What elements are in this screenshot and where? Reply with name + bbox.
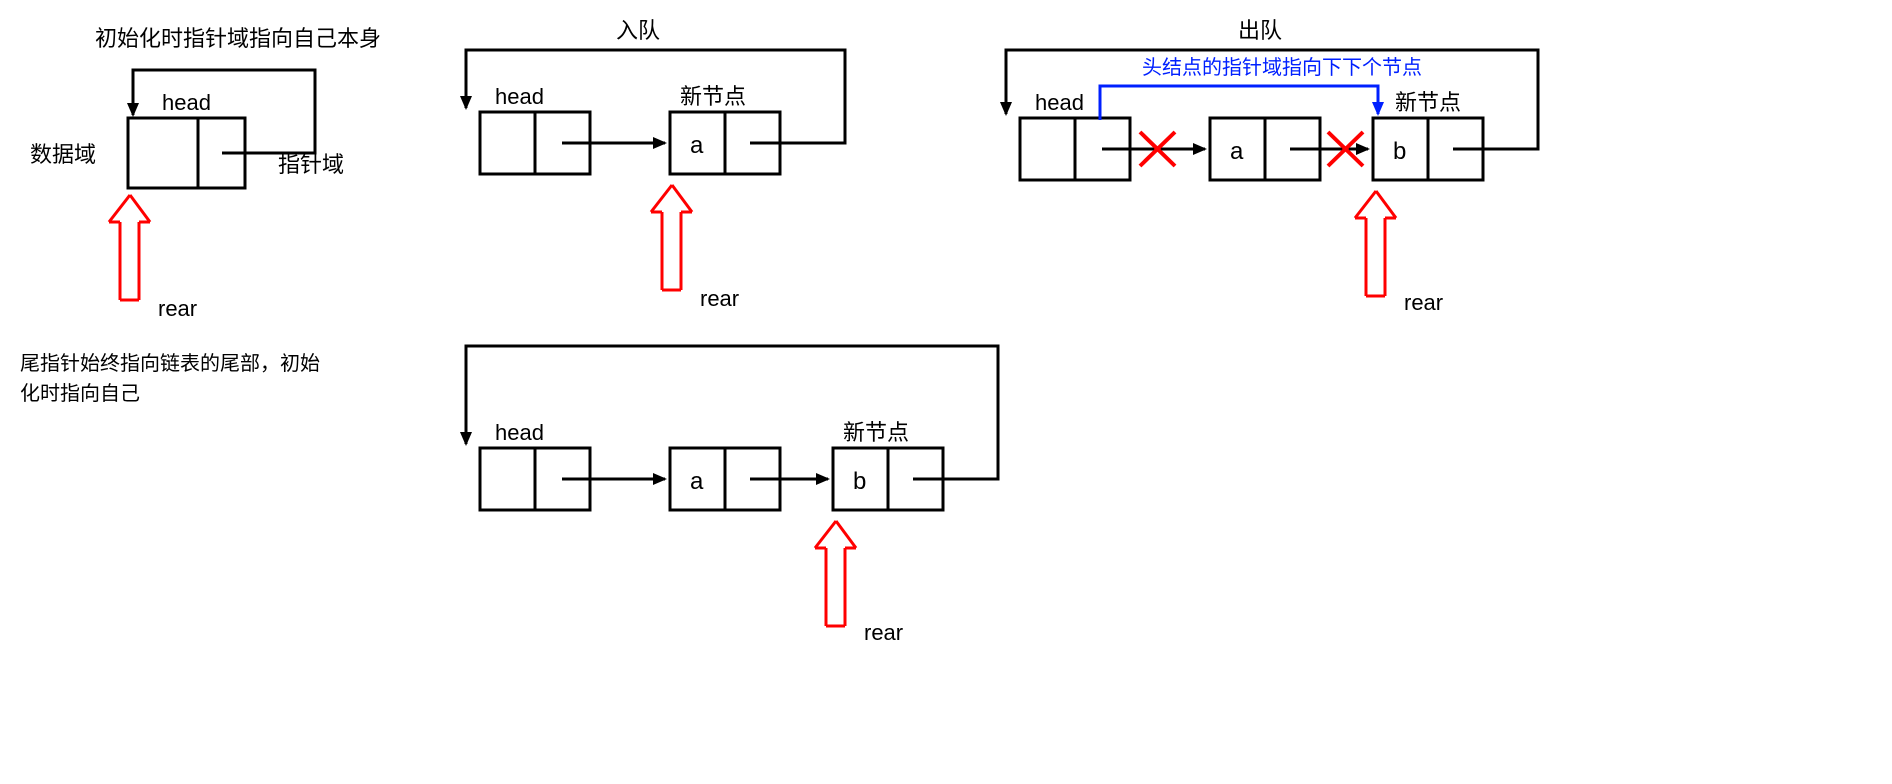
- panel-init: 初始化时指针域指向自己本身 head 数据域 指针域 rear 尾指针始终指向链…: [20, 26, 381, 405]
- pointer-field-label: 指针域: [278, 152, 344, 177]
- enq1-newnode-label: 新节点: [680, 84, 746, 109]
- enq2-node-a-value: a: [690, 468, 704, 495]
- dequeue-note: 头结点的指针域指向下下个节点: [1142, 56, 1422, 79]
- enq2-rear-label: rear: [864, 620, 903, 645]
- rear-note-l1: 尾指针始终指向链表的尾部，初始: [20, 352, 320, 375]
- enq1-head-label: head: [495, 84, 544, 109]
- dequeue-title: 出队: [1238, 18, 1282, 43]
- panel-enqueue-1: 入队 head 新节点 a rear: [466, 18, 845, 311]
- init-title: 初始化时指针域指向自己本身: [95, 26, 381, 51]
- panel-dequeue: 出队 头结点的指针域指向下下个节点 head a 新节点 b: [1006, 18, 1538, 315]
- init-rear-arrow: [109, 195, 150, 300]
- enqueue-title: 入队: [616, 18, 660, 43]
- enq2-rear-arrow: [815, 521, 856, 626]
- panel-enqueue-2: head a 新节点 b rear: [466, 346, 998, 645]
- init-rear-label: rear: [158, 296, 197, 321]
- deq-node-a-value: a: [1230, 138, 1244, 165]
- init-self-loop: [133, 70, 315, 153]
- enq1-node-a: 新节点 a: [670, 84, 780, 174]
- deq-rear-arrow: [1355, 191, 1396, 296]
- deq-node-b-value: b: [1393, 138, 1406, 165]
- head-label: head: [162, 90, 211, 115]
- deq-newnode-label: 新节点: [1395, 90, 1461, 115]
- enq2-node-b: 新节点 b: [833, 420, 943, 510]
- enq1-rear-arrow: [651, 185, 692, 290]
- deq-node-b: 新节点 b: [1373, 90, 1483, 180]
- deq-rear-label: rear: [1404, 290, 1443, 315]
- enq1-node-a-value: a: [690, 132, 704, 159]
- data-field-label: 数据域: [30, 142, 96, 167]
- enq2-newnode-label: 新节点: [843, 420, 909, 445]
- init-head-node: head: [128, 90, 245, 188]
- enq2-loop: [466, 346, 998, 479]
- enq1-head-node: head: [480, 84, 590, 174]
- enq2-node-b-value: b: [853, 468, 866, 495]
- deq-head-node: head: [1020, 90, 1130, 180]
- deq-skip-pointer: [1100, 86, 1378, 120]
- enq2-head-label: head: [495, 420, 544, 445]
- enq1-rear-label: rear: [700, 286, 739, 311]
- deq-head-label: head: [1035, 90, 1084, 115]
- rear-note-l2: 化时指向自己: [20, 382, 140, 405]
- enq2-head-node: head: [480, 420, 590, 510]
